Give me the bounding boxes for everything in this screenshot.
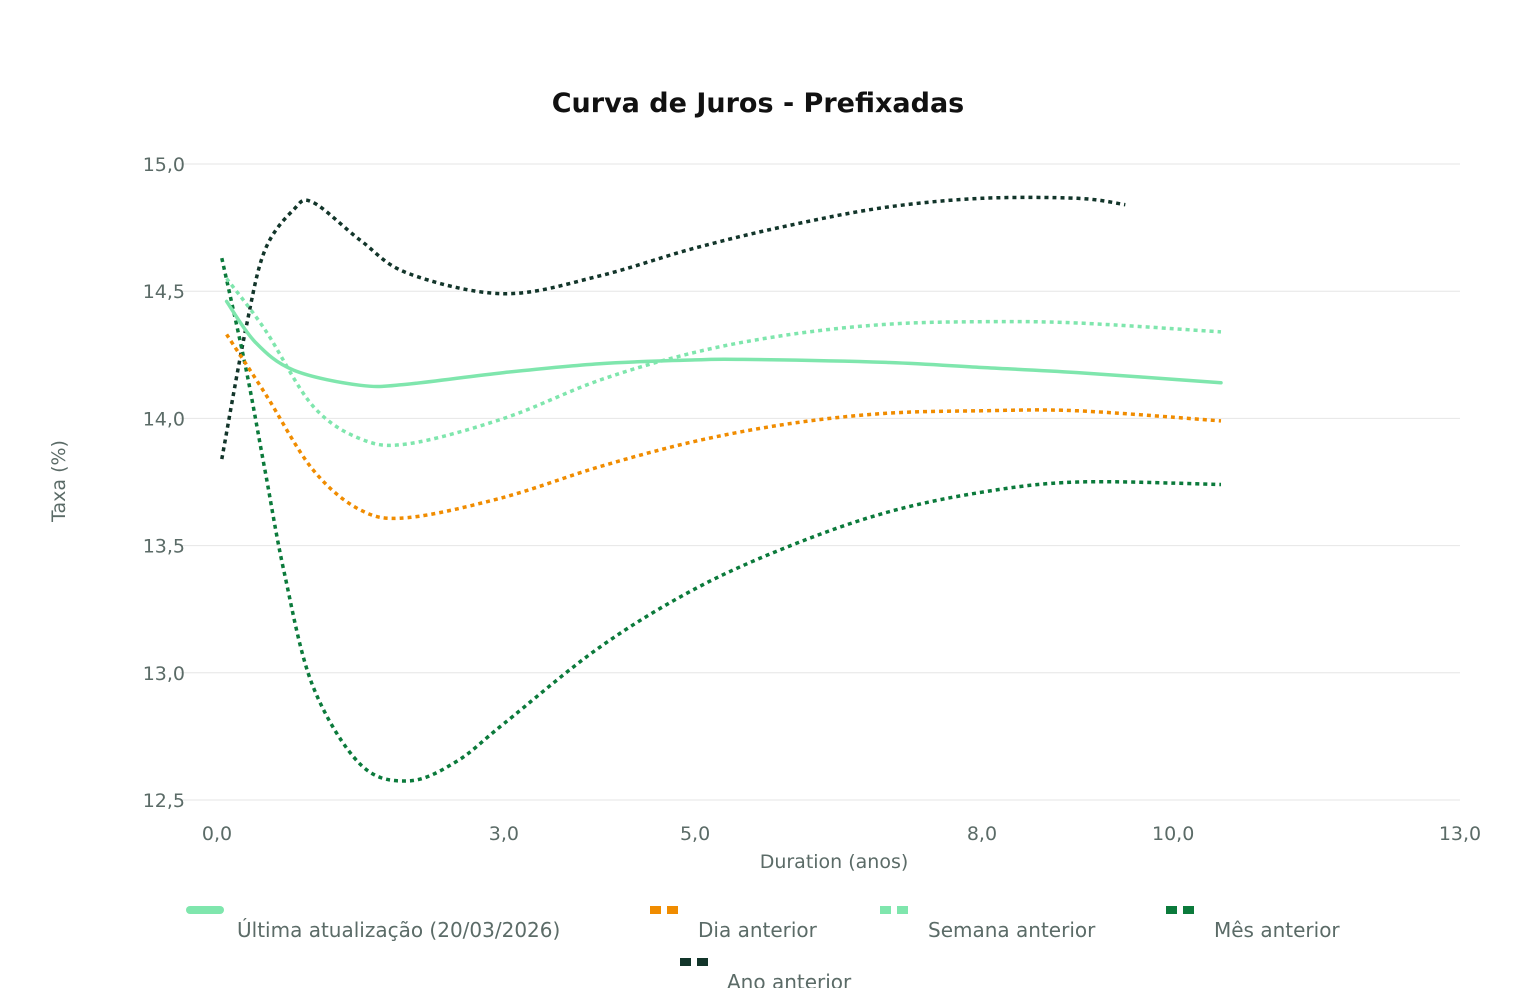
legend-label: Dia anterior (698, 918, 818, 942)
x-tick-label: 10,0 (1152, 823, 1194, 845)
x-tick-label: 3,0 (489, 823, 519, 845)
series-line-mes-anterior (220, 257, 1222, 783)
legend-item-ultima-atualizacao[interactable]: Última atualização (20/03/2026) (186, 906, 560, 942)
x-axis-label: Duration (anos) (760, 851, 909, 873)
y-tick-label: 12,5 (143, 790, 185, 812)
legend-item-mes-anterior[interactable]: Mês anterior (1166, 906, 1340, 942)
y-tick-label: 15,0 (143, 154, 185, 176)
y-axis-label: Taxa (%) (48, 440, 70, 523)
x-tick-label: 5,0 (680, 823, 710, 845)
x-axis-ticks: 0,0 3,0 5,0 8,0 10,0 13,0 (202, 823, 1481, 845)
series-line-ano-anterior (220, 195, 1126, 460)
y-tick-label: 14,0 (143, 408, 185, 430)
legend-label: Mês anterior (1214, 918, 1340, 942)
y-tick-label: 14,5 (143, 281, 185, 303)
x-tick-label: 0,0 (202, 823, 232, 845)
y-axis-ticks: 15,0 14,5 14,0 13,5 13,0 12,5 (143, 154, 185, 812)
series-layer (220, 195, 1223, 783)
y-tick-label: 13,0 (143, 663, 185, 685)
y-tick-label: 13,5 (143, 536, 185, 558)
legend-label: Ano anterior (727, 970, 852, 988)
legend-item-ano-anterior[interactable]: Ano anterior (680, 958, 852, 992)
series-line-semana-anterior (225, 277, 1222, 448)
legend-item-semana-anterior[interactable]: Semana anterior (880, 906, 1096, 942)
legend-label: Semana anterior (928, 918, 1096, 942)
legend: Última atualização (20/03/2026) Dia anter… (186, 906, 1340, 992)
x-tick-label: 13,0 (1439, 823, 1481, 845)
chart-title: Curva de Juros - Prefixadas (552, 88, 965, 119)
series-line-dia-anterior (225, 333, 1222, 521)
series-line-ultima-atualizacao (224, 299, 1223, 389)
x-tick-label: 8,0 (967, 823, 997, 845)
grid-layer (180, 163, 1460, 801)
legend-label: Última atualização (20/03/2026) (237, 918, 560, 942)
legend-item-dia-anterior[interactable]: Dia anterior (650, 906, 818, 942)
